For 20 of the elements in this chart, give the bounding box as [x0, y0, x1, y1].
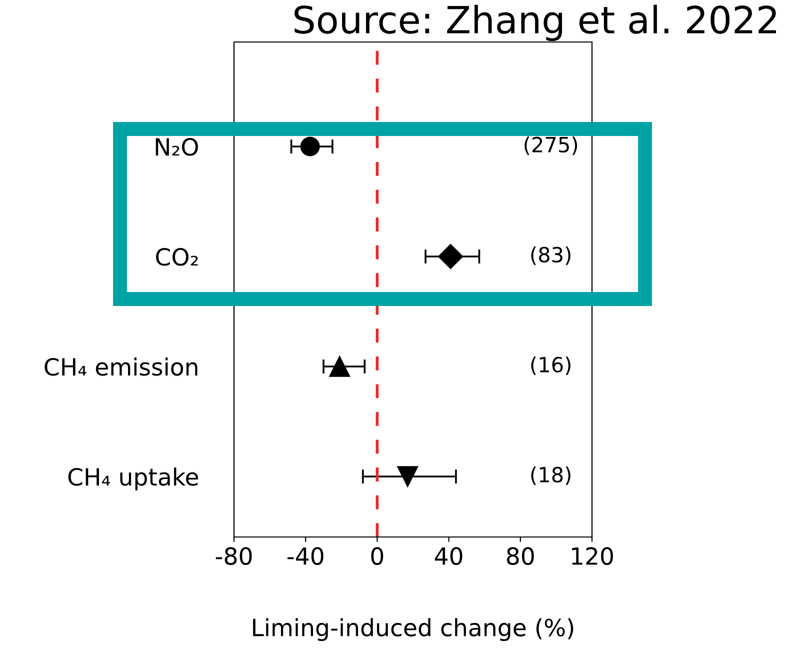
x-tick-label: 120 — [572, 547, 613, 565]
x-tick-label: 0 — [371, 547, 384, 565]
annotation: (83) — [531, 246, 570, 265]
x-tick-label: 80 — [506, 547, 534, 565]
x-tick-label: 40 — [434, 547, 462, 565]
annotation: (16) — [531, 356, 570, 375]
point — [397, 466, 418, 487]
x-axis-title: Liming-induced change (%) — [253, 618, 574, 642]
point — [300, 136, 320, 156]
y-tick-label: CH₄ emission — [44, 358, 198, 376]
x-tick-label: -40 — [287, 547, 324, 565]
x-tick-label: -80 — [216, 547, 252, 565]
point — [438, 244, 464, 269]
y-tick-label: CH₄ uptake — [68, 468, 198, 490]
annotation: (18) — [531, 466, 570, 485]
y-tick-label: N₂O — [156, 138, 198, 156]
annotation: (275) — [524, 136, 578, 155]
y-tick-label: CO₂ — [156, 248, 198, 266]
point — [329, 356, 350, 377]
source-note: Source: Zhang et al. 2022 — [294, 4, 776, 42]
